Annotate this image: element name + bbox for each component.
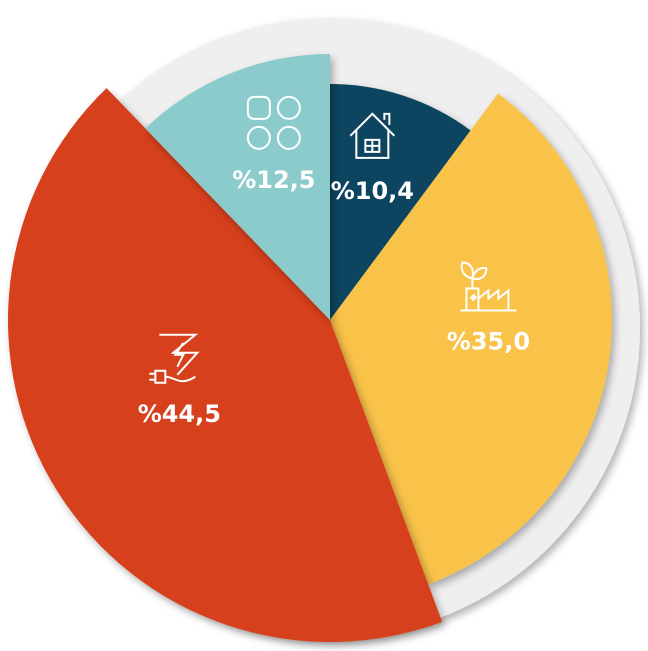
slice-icon	[246, 95, 301, 150]
slice-icon	[149, 333, 200, 384]
icon-part	[460, 261, 517, 312]
icon-part	[276, 125, 301, 150]
value-label: %10,4	[331, 177, 414, 205]
icon-part	[246, 95, 271, 120]
icon-part	[349, 112, 396, 159]
icon-part	[149, 333, 200, 384]
value-label: %35,0	[447, 328, 530, 356]
icon-part	[276, 95, 301, 120]
pie-slice	[145, 54, 330, 320]
pie-slice	[7, 88, 443, 643]
slice-icon	[460, 261, 517, 312]
value-label: %44,5	[138, 400, 221, 428]
labels: %10,4 %35,0 %44,5 %12,5	[138, 95, 530, 428]
icon-part	[246, 125, 271, 150]
value-label: %12,5	[232, 166, 315, 194]
slice-icon	[349, 112, 396, 159]
pie-slice	[330, 93, 612, 585]
